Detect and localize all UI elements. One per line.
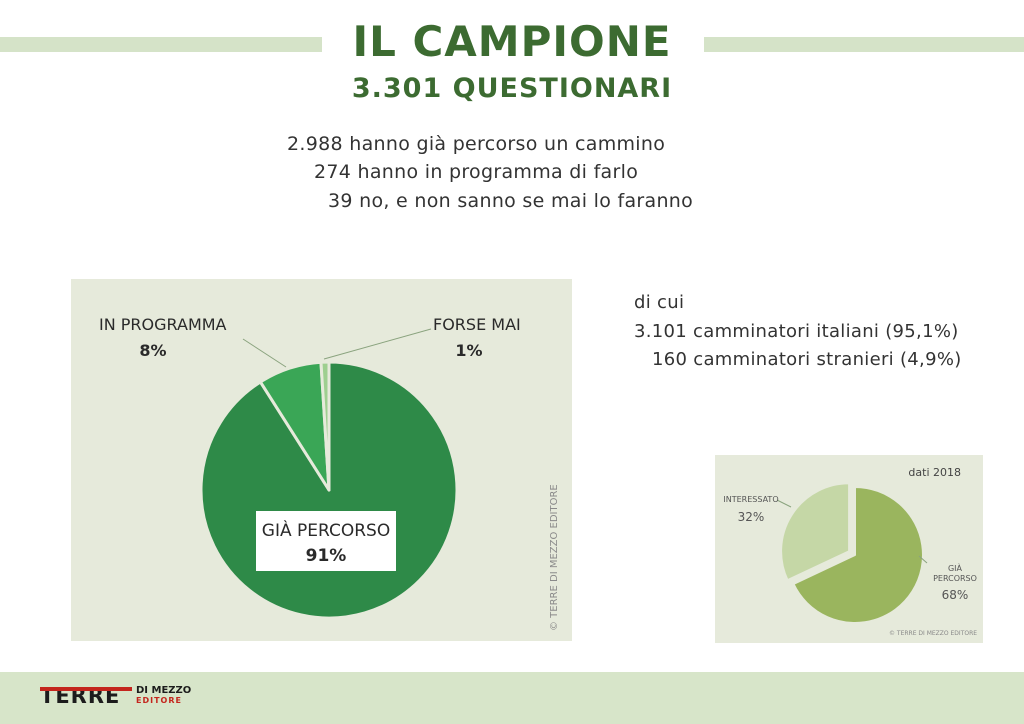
page-subtitle: 3.301 QUESTIONARI [351, 73, 673, 104]
value-forse-mai: 1% [455, 341, 482, 360]
page-title: IL CAMPIONE [352, 17, 672, 66]
leader-line-in-programma [242, 338, 287, 368]
leader-line-interessato [776, 499, 792, 508]
label-in-programma: IN PROGRAMMA [99, 315, 227, 334]
label-small-gia-line2: PERCORSO [933, 574, 977, 583]
main-pie-chart-panel: IN PROGRAMMA 8% FORSE MAI 1% GIÀ PERCORS… [71, 279, 572, 641]
breakdown-italian-walkers: 3.101 camminatori italiani (95,1%) [634, 321, 959, 342]
small-chart-watermark: © TERRE DI MEZZO EDITORE [889, 630, 977, 637]
label-interessato: INTERESSATO [723, 495, 778, 504]
value-gia-percorso: 91% [306, 546, 347, 566]
title-band-left [0, 37, 322, 52]
logo-sub-text: DI MEZZO [136, 685, 192, 696]
label-box-gia-percorso [256, 511, 396, 571]
small-slice-gia-percorso [792, 486, 924, 624]
main-pie-chart: IN PROGRAMMA 8% FORSE MAI 1% GIÀ PERCORS… [99, 315, 560, 631]
leader-line-small-gia-percorso [918, 555, 928, 564]
small-pie-chart: dati 2018 INTERESSATO 32% GIÀ PERCORSO 6… [723, 466, 977, 637]
summary-line-already-walked: 2.988 hanno già percorso un cammino [287, 133, 666, 155]
value-interessato: 32% [738, 510, 765, 524]
value-small-gia-percorso: 68% [942, 588, 969, 602]
small-pie-chart-panel: dati 2018 INTERESSATO 32% GIÀ PERCORSO 6… [715, 455, 983, 643]
breakdown-foreign-walkers: 160 camminatori stranieri (4,9%) [652, 349, 962, 370]
logo-sub-text-red: EDITORE [136, 696, 182, 705]
label-gia-percorso: GIÀ PERCORSO [262, 519, 390, 541]
title-band-right [704, 37, 1024, 52]
label-small-gia-line1: GIÀ [948, 562, 963, 573]
summary-line-never: 39 no, e non sanno se mai lo faranno [328, 190, 694, 212]
small-chart-title: dati 2018 [908, 466, 961, 479]
label-forse-mai: FORSE MAI [433, 315, 521, 334]
main-chart-watermark: © TERRE DI MEZZO EDITORE [549, 484, 560, 631]
leader-line-forse-mai [323, 328, 432, 360]
main-slice-forse-mai [319, 360, 331, 492]
footer-band [0, 672, 1024, 724]
value-in-programma: 8% [139, 341, 166, 360]
breakdown-intro: di cui [634, 292, 685, 313]
logo-red-bar [40, 687, 132, 691]
small-slice-interessato [780, 482, 851, 582]
summary-line-planned: 274 hanno in programma di farlo [314, 161, 639, 183]
